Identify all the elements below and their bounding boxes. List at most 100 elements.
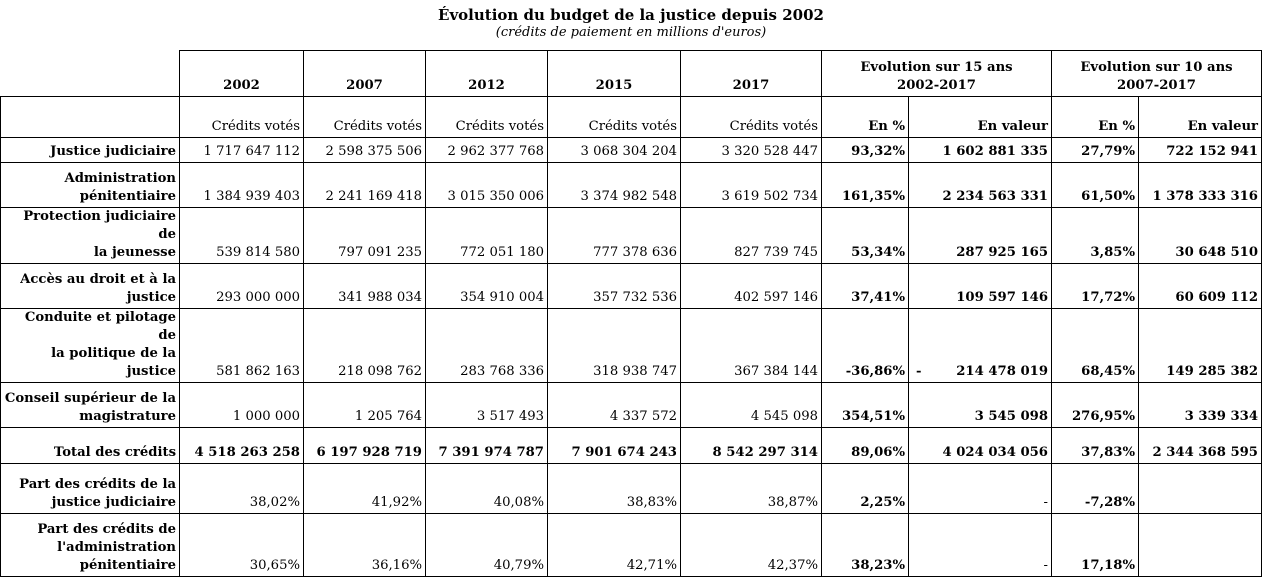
evolution-10-value-cell xyxy=(1138,463,1262,514)
credit-value-cell: 827 739 745 xyxy=(680,207,822,264)
row-label-line: Accès au droit et à la xyxy=(20,272,176,287)
table-title: Évolution du budget de la justice depuis… xyxy=(438,6,824,24)
row-label-line: justice xyxy=(126,364,176,379)
evolution-10-value-cell: 3 339 334 xyxy=(1138,382,1262,428)
evolution-10-value-cell-text: 149 285 382 xyxy=(1166,364,1258,379)
credit-value-cell: 2 598 375 506 xyxy=(303,137,426,163)
credit-value-cell: 4 337 572 xyxy=(547,382,681,428)
credit-value-cell: 4 545 098 xyxy=(680,382,822,428)
row-label-line: Justice judiciaire xyxy=(50,144,176,159)
credit-value-cell: 3 015 350 006 xyxy=(425,162,548,208)
evolution-10-pct-cell: 61,50% xyxy=(1051,162,1139,208)
evolution-10-pct-cell-text: 61,50% xyxy=(1081,189,1135,204)
evolution-10-pct-cell: 37,83% xyxy=(1051,427,1139,464)
evolution-10-pct-cell-text: 68,45% xyxy=(1081,364,1135,379)
credit-value-cell: 777 378 636 xyxy=(547,207,681,264)
budget-table: 2002 2007 2012 2015 2017 Evolution sur 1… xyxy=(0,50,1262,577)
table-row: Total des crédits 4 518 263 258 6 197 928 … xyxy=(0,427,1262,464)
evolution-15-pct-cell-text: -36,86% xyxy=(845,364,905,379)
credit-value-cell: 2 962 377 768 xyxy=(425,137,548,163)
credit-value-cell: 539 814 580 xyxy=(179,207,304,264)
row-label: Justice judiciaire xyxy=(0,137,180,163)
row-label-line: Part des crédits de la xyxy=(19,477,176,492)
table-title-block: Évolution du budget de la justice depuis… xyxy=(0,0,1262,41)
evolution-10-value-cell: 60 609 112 xyxy=(1138,263,1262,309)
row-label-line: la politique de la xyxy=(51,346,176,361)
evolution-10-pct-cell-text: 276,95% xyxy=(1071,409,1135,424)
evolution-10-title: Evolution sur 10 ans xyxy=(1080,60,1233,75)
credit-value-cell: 1 205 764 xyxy=(303,382,426,428)
credit-value-cell: 30,65% xyxy=(179,513,304,577)
evolution-10-pct-cell-text: 37,83% xyxy=(1081,445,1135,460)
en-pct-header: En % xyxy=(821,96,909,138)
header-row-sub: Crédits votés Crédits votés Crédits voté… xyxy=(0,96,1262,138)
credit-value-cell: 293 000 000 xyxy=(179,263,304,309)
evolution-15-pct-cell-text: 38,23% xyxy=(851,558,905,573)
row-label: Administration pénitentiaire xyxy=(0,162,180,208)
evolution-15-pct-cell: 2,25% xyxy=(821,463,909,514)
credits-votes-header: Crédits votés xyxy=(547,96,681,138)
evolution-10-value-cell-text: 30 648 510 xyxy=(1175,245,1258,260)
row-label: Conduite et pilotage de la politique de l… xyxy=(0,308,180,383)
row-label: Part des crédits de la justice judiciaire xyxy=(0,463,180,514)
evolution-10-value-cell-text: 3 339 334 xyxy=(1184,409,1258,424)
evolution-15-pct-cell: 38,23% xyxy=(821,513,909,577)
credit-value-cell: 40,08% xyxy=(425,463,548,514)
evolution-10-pct-cell-text: 17,18% xyxy=(1081,558,1135,573)
evolution-15-value-cell-text: 3 545 098 xyxy=(974,409,1048,424)
credit-value-cell: 4 518 263 258 xyxy=(179,427,304,464)
evolution-15-title: Evolution sur 15 ans xyxy=(860,60,1013,75)
row-label-line: magistrature xyxy=(79,409,176,424)
evolution-15-value-cell: - xyxy=(908,463,1052,514)
evolution-15-pct-cell: 354,51% xyxy=(821,382,909,428)
row-label: Accès au droit et à la justice xyxy=(0,263,180,309)
row-label-line: Protection judiciaire de xyxy=(23,209,176,242)
credit-value-cell: 7 901 674 243 xyxy=(547,427,681,464)
evolution-15-value-cell: 3 545 098 xyxy=(908,382,1052,428)
row-label-line: Conduite et pilotage de xyxy=(24,310,176,343)
credit-value-cell: 2 241 169 418 xyxy=(303,162,426,208)
evolution-15-value-cell: 109 597 146 xyxy=(908,263,1052,309)
row-label-line: Total des crédits xyxy=(53,445,176,460)
evolution-10-pct-cell-text: 3,85% xyxy=(1090,245,1135,260)
en-valeur-header: En valeur xyxy=(908,96,1052,138)
evolution-15-value-cell-text: 214 478 019 xyxy=(956,364,1048,379)
table-row: Conduite et pilotage de la politique de l… xyxy=(0,308,1262,383)
credit-value-cell: 3 619 502 734 xyxy=(680,162,822,208)
evolution-10-pct-cell: 68,45% xyxy=(1051,308,1139,383)
row-label: Total des crédits xyxy=(0,427,180,464)
evolution-15-pct-cell-text: 161,35% xyxy=(841,189,905,204)
credit-value-cell: 38,87% xyxy=(680,463,822,514)
row-label-line: Administration xyxy=(64,171,176,186)
credit-value-cell: 318 938 747 xyxy=(547,308,681,383)
evolution-10-period: 2007-2017 xyxy=(1117,78,1196,93)
header-row-years: 2002 2007 2012 2015 2017 Evolution sur 1… xyxy=(1,50,1262,97)
evolution-10-value-cell: 1 378 333 316 xyxy=(1138,162,1262,208)
evolution-10-value-cell: 2 344 368 595 xyxy=(1138,427,1262,464)
credit-value-cell: 402 597 146 xyxy=(680,263,822,309)
evolution-10-value-cell: 30 648 510 xyxy=(1138,207,1262,264)
credit-value-cell: 3 517 493 xyxy=(425,382,548,428)
table-row: Justice judiciaire 1 717 647 112 2 598 375… xyxy=(0,137,1262,163)
evolution-15-pct-cell-text: 53,34% xyxy=(851,245,905,260)
evolution-10-pct-cell: -7,28% xyxy=(1051,463,1139,514)
evolution-15-value-cell: 287 925 165 xyxy=(908,207,1052,264)
credit-value-cell: 42,71% xyxy=(547,513,681,577)
credits-votes-header: Crédits votés xyxy=(680,96,822,138)
table-subtitle: (crédits de paiement en millions d'euros… xyxy=(495,25,767,40)
credit-value-cell: 357 732 536 xyxy=(547,263,681,309)
table-row: Accès au droit et à la justice 293 000 000… xyxy=(0,263,1262,309)
evolution-10-pct-cell: 27,79% xyxy=(1051,137,1139,163)
row-label-line: pénitentiaire xyxy=(79,189,176,204)
credit-value-cell: 41,92% xyxy=(303,463,426,514)
evolution-10-pct-cell: 276,95% xyxy=(1051,382,1139,428)
credit-value-cell: 42,37% xyxy=(680,513,822,577)
credit-value-cell: 354 910 004 xyxy=(425,263,548,309)
evolution-15-pct-cell: 37,41% xyxy=(821,263,909,309)
credit-value-cell: 581 862 163 xyxy=(179,308,304,383)
row-label: Conseil supérieur de la magistrature xyxy=(0,382,180,428)
row-label-line: pénitentiaire xyxy=(79,558,176,573)
evolution-10-header: Evolution sur 10 ans 2007-2017 xyxy=(1051,50,1262,97)
year-header: 2012 xyxy=(425,50,548,97)
corner-cell xyxy=(1,51,180,97)
